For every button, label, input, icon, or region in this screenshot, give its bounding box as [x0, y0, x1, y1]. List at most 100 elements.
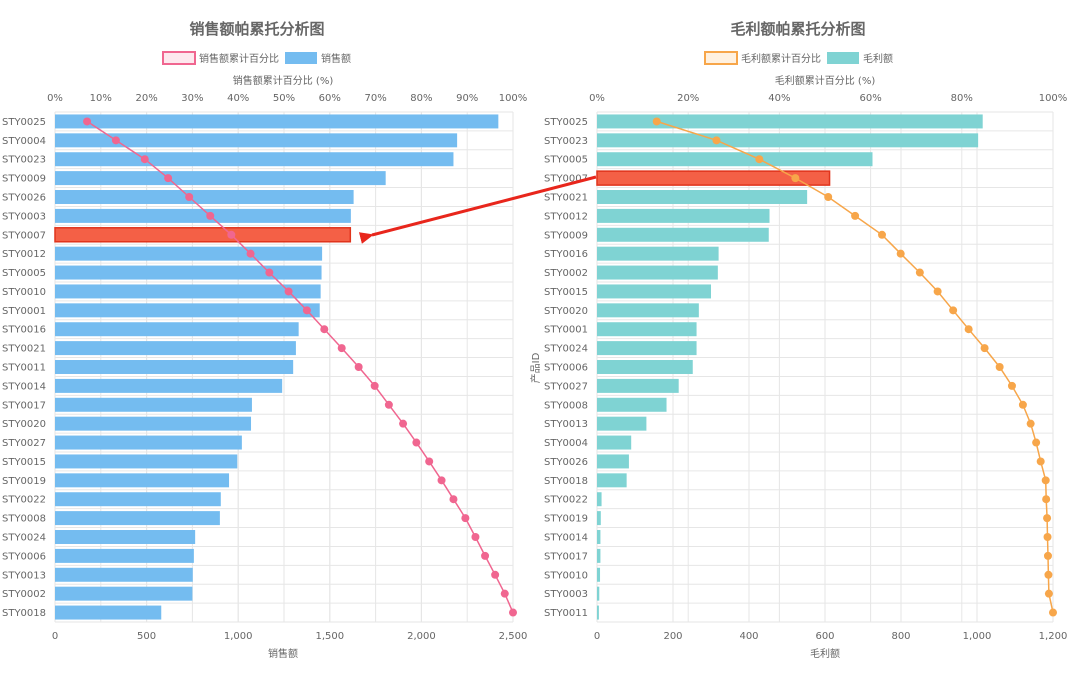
- sales-cumulative-point[interactable]: [354, 363, 363, 371]
- profit-cumulative-point[interactable]: [1026, 419, 1035, 428]
- profit-cumulative-point[interactable]: [1007, 381, 1016, 390]
- profit-bar[interactable]: [597, 567, 601, 582]
- sales-bar[interactable]: [55, 152, 454, 167]
- profit-cumulative-point[interactable]: [1041, 476, 1050, 485]
- sales-bar[interactable]: [55, 208, 351, 223]
- sales-bar[interactable]: [55, 341, 296, 356]
- sales-bar[interactable]: [55, 416, 252, 431]
- profit-bar[interactable]: [597, 586, 600, 601]
- profit-cumulative-point[interactable]: [964, 325, 973, 334]
- profit-cumulative-point[interactable]: [1032, 438, 1041, 447]
- sales-bar[interactable]: [55, 397, 252, 412]
- profit-bar[interactable]: [597, 303, 699, 318]
- profit-cumulative-point[interactable]: [933, 287, 942, 296]
- sales-cumulative-point[interactable]: [509, 608, 517, 617]
- sales-bar[interactable]: [55, 454, 238, 469]
- sales-bar[interactable]: [55, 322, 299, 337]
- profit-cumulative-point[interactable]: [1043, 514, 1052, 523]
- profit-bar[interactable]: [597, 208, 770, 223]
- sales-bar[interactable]: [55, 548, 194, 563]
- profit-bar[interactable]: [597, 454, 629, 469]
- sales-cumulative-point[interactable]: [425, 457, 434, 466]
- profit-cumulative-point[interactable]: [1043, 551, 1052, 560]
- sales-bar[interactable]: [55, 246, 323, 261]
- profit-cumulative-point[interactable]: [1036, 457, 1045, 466]
- profit-cumulative-point[interactable]: [1049, 608, 1057, 617]
- profit-cumulative-point[interactable]: [980, 344, 989, 353]
- sales-bar[interactable]: [54, 227, 352, 243]
- profit-cumulative-point[interactable]: [851, 211, 860, 220]
- profit-cumulative-point[interactable]: [949, 306, 958, 315]
- sales-bar[interactable]: [55, 511, 220, 526]
- profit-bar[interactable]: [597, 322, 697, 337]
- sales-bar[interactable]: [55, 473, 230, 488]
- sales-cumulative-point[interactable]: [111, 136, 120, 145]
- profit-bar[interactable]: [597, 284, 711, 299]
- profit-bar[interactable]: [597, 530, 601, 544]
- sales-cumulative-point[interactable]: [140, 155, 149, 164]
- sales-bar[interactable]: [55, 530, 196, 544]
- profit-cumulative-point[interactable]: [712, 136, 721, 145]
- sales-cumulative-point[interactable]: [227, 230, 236, 239]
- profit-cumulative-point[interactable]: [824, 193, 833, 201]
- profit-cumulative-point[interactable]: [896, 249, 905, 258]
- sales-cumulative-point[interactable]: [370, 381, 379, 390]
- sales-cumulative-point[interactable]: [265, 268, 274, 277]
- sales-bar[interactable]: [55, 435, 242, 450]
- sales-cumulative-point[interactable]: [384, 400, 393, 409]
- sales-cumulative-point[interactable]: [399, 419, 408, 428]
- sales-cumulative-point[interactable]: [337, 344, 346, 353]
- profit-bar[interactable]: [597, 114, 983, 129]
- profit-bar[interactable]: [597, 605, 599, 620]
- profit-bar[interactable]: [597, 133, 979, 148]
- sales-bar[interactable]: [55, 303, 320, 318]
- sales-bar[interactable]: [55, 360, 294, 374]
- sales-cumulative-point[interactable]: [320, 325, 329, 334]
- profit-cumulative-point[interactable]: [755, 155, 764, 164]
- sales-bar[interactable]: [55, 114, 499, 129]
- profit-cumulative-point[interactable]: [1018, 400, 1027, 409]
- sales-bar[interactable]: [55, 586, 193, 601]
- sales-bar[interactable]: [55, 492, 221, 507]
- profit-cumulative-point[interactable]: [995, 363, 1004, 371]
- sales-cumulative-point[interactable]: [164, 174, 173, 183]
- profit-bar[interactable]: [597, 435, 632, 450]
- sales-cumulative-point[interactable]: [206, 211, 215, 220]
- sales-cumulative-point[interactable]: [481, 551, 490, 560]
- profit-cumulative-point[interactable]: [1043, 533, 1052, 541]
- sales-cumulative-point[interactable]: [284, 287, 293, 296]
- sales-bar[interactable]: [55, 171, 386, 186]
- sales-cumulative-point[interactable]: [83, 117, 92, 126]
- profit-bar[interactable]: [596, 170, 831, 186]
- profit-bar[interactable]: [597, 227, 769, 242]
- profit-cumulative-point[interactable]: [1042, 495, 1051, 504]
- profit-bar[interactable]: [597, 360, 693, 374]
- profit-cumulative-point[interactable]: [878, 230, 886, 239]
- sales-cumulative-point[interactable]: [302, 306, 311, 315]
- profit-cumulative-point[interactable]: [791, 174, 800, 183]
- sales-cumulative-point[interactable]: [449, 495, 458, 504]
- sales-cumulative-point[interactable]: [246, 249, 255, 258]
- profit-bar[interactable]: [597, 473, 627, 488]
- profit-bar[interactable]: [597, 265, 718, 280]
- profit-bar[interactable]: [597, 548, 601, 563]
- profit-cumulative-point[interactable]: [652, 117, 661, 126]
- sales-bar[interactable]: [55, 190, 354, 204]
- sales-cumulative-point[interactable]: [185, 193, 194, 201]
- profit-bar[interactable]: [597, 341, 697, 356]
- profit-cumulative-point[interactable]: [915, 268, 924, 277]
- sales-bar[interactable]: [55, 378, 283, 393]
- profit-bar[interactable]: [597, 190, 808, 204]
- sales-bar[interactable]: [55, 133, 458, 148]
- sales-cumulative-point[interactable]: [437, 476, 446, 485]
- profit-bar[interactable]: [597, 378, 679, 393]
- sales-bar[interactable]: [55, 605, 162, 620]
- profit-bar[interactable]: [597, 152, 873, 167]
- profit-bar[interactable]: [597, 397, 667, 412]
- profit-bar[interactable]: [597, 416, 647, 431]
- profit-bar[interactable]: [597, 511, 601, 526]
- profit-bar[interactable]: [597, 246, 719, 261]
- sales-cumulative-point[interactable]: [500, 589, 509, 598]
- profit-bar[interactable]: [597, 492, 602, 507]
- profit-cumulative-point[interactable]: [1044, 589, 1053, 598]
